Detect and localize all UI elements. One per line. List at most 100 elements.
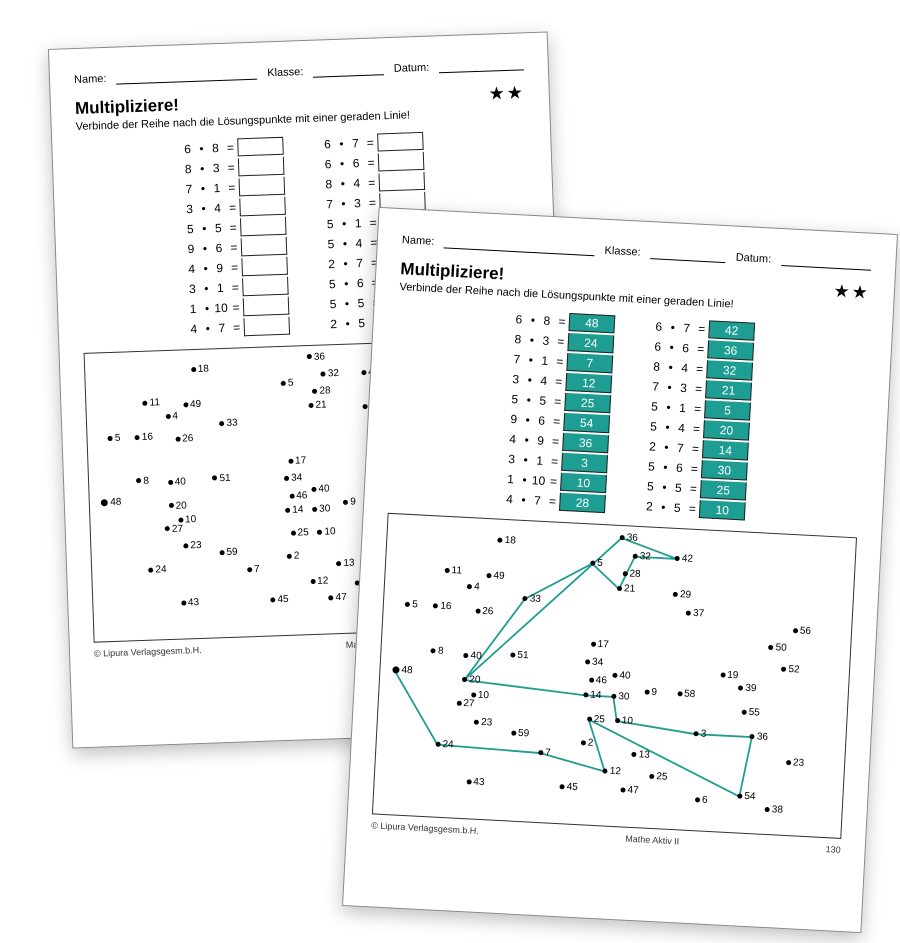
label-datum: Datum: <box>735 252 771 266</box>
answer-box: 10 <box>699 500 746 520</box>
answer-box[interactable] <box>237 137 284 157</box>
equals-sign: = <box>227 240 241 254</box>
label-datum: Datum: <box>394 62 430 75</box>
equals-sign: = <box>688 441 703 456</box>
equals-sign: = <box>364 155 378 169</box>
equation-row: 4•7=28 <box>501 489 606 514</box>
mult-dot-icon: • <box>520 433 533 448</box>
footer-copyright: © Lipura Verlagsgesm.b.H. <box>371 820 479 836</box>
operand-a: 9 <box>505 412 522 427</box>
difficulty-stars-icon: ★★ <box>833 281 870 304</box>
dot-point: 34 <box>585 656 604 668</box>
worksheet-page-solved: Name: Klasse: Datum: Multipliziere! ★★ V… <box>342 207 898 933</box>
operand-a: 8 <box>321 177 337 192</box>
equals-sign: = <box>545 494 560 509</box>
answer-box[interactable] <box>238 157 285 177</box>
mult-dot-icon: • <box>337 197 349 211</box>
operand-a: 6 <box>650 319 667 334</box>
operand-a: 5 <box>322 217 338 232</box>
operand-a: 3 <box>507 372 524 387</box>
equals-sign: = <box>550 394 565 409</box>
answer-box[interactable] <box>378 172 425 192</box>
answer-box[interactable] <box>377 132 424 152</box>
operand-b: 1 <box>212 281 228 296</box>
equals-sign: = <box>690 401 705 416</box>
answer-box: 36 <box>707 340 754 360</box>
dot-point: 3 <box>693 728 706 740</box>
operand-b: 5 <box>353 296 369 311</box>
operand-a: 5 <box>643 459 660 474</box>
mult-dot-icon: • <box>201 301 213 315</box>
answer-box: 7 <box>566 353 613 373</box>
operand-b: 8 <box>207 141 223 156</box>
equals-sign: = <box>228 280 242 294</box>
answer-box[interactable] <box>242 277 289 297</box>
field-name[interactable] <box>116 65 257 85</box>
mult-dot-icon: • <box>336 157 348 171</box>
field-name[interactable] <box>444 233 595 256</box>
answer-box[interactable] <box>243 297 290 317</box>
operand-b: 10 <box>213 301 229 316</box>
label-klasse: Klasse: <box>267 66 303 79</box>
dot-point: 51 <box>212 472 230 484</box>
header-fields: Name: Klasse: Datum: <box>74 55 524 86</box>
mult-dot-icon: • <box>518 473 531 488</box>
operand-b: 1 <box>350 216 366 231</box>
dot-point: 20 <box>168 500 186 512</box>
operand-b: 6 <box>671 461 688 476</box>
operand-b: 6 <box>211 241 227 256</box>
equals-sign: = <box>685 501 700 516</box>
answer-box[interactable] <box>239 197 286 217</box>
operand-a: 6 <box>320 157 336 172</box>
answer-box[interactable] <box>241 257 288 277</box>
answer-box: 5 <box>704 400 751 420</box>
operand-a: 8 <box>648 359 665 374</box>
dot-point: 54 <box>737 790 756 802</box>
mult-dot-icon: • <box>665 340 678 355</box>
mult-dot-icon: • <box>338 216 350 230</box>
answer-box[interactable] <box>240 217 287 237</box>
answer-box: 25 <box>700 480 747 500</box>
operand-a: 2 <box>323 257 339 272</box>
dot-point: 40 <box>168 477 186 489</box>
equals-sign: = <box>225 200 239 214</box>
dot-point: 40 <box>311 483 329 495</box>
dot-point: 9 <box>343 497 356 508</box>
operand-b: 4 <box>349 176 365 191</box>
connect-dots-area: 1811494516263384051482010272359247434536… <box>372 513 857 839</box>
field-datum[interactable] <box>439 55 524 73</box>
dot-point: 16 <box>135 432 153 444</box>
operand-b: 10 <box>530 473 547 488</box>
mult-dot-icon: • <box>196 161 208 175</box>
field-klasse[interactable] <box>650 244 726 263</box>
operand-b: 3 <box>538 333 555 348</box>
operand-a: 1 <box>185 302 201 317</box>
dot-point: 19 <box>720 669 739 681</box>
answer-box[interactable] <box>243 317 290 337</box>
dot-point: 23 <box>183 540 201 552</box>
answer-box[interactable] <box>378 152 425 172</box>
equals-sign: = <box>365 195 379 209</box>
equals-sign: = <box>548 434 563 449</box>
operand-a: 3 <box>503 452 520 467</box>
field-datum[interactable] <box>781 251 872 271</box>
dot-point: 2 <box>581 737 594 749</box>
dot-point: 16 <box>433 600 452 612</box>
operand-a: 6 <box>511 312 528 327</box>
dot-point: 4 <box>165 411 178 422</box>
answer-box[interactable] <box>239 177 286 197</box>
dot-point: 23 <box>786 757 805 769</box>
equals-sign: = <box>230 320 244 334</box>
mult-dot-icon: • <box>659 460 672 475</box>
operand-a: 5 <box>642 479 659 494</box>
equals-sign: = <box>547 454 562 469</box>
dot-point: 27 <box>456 698 475 710</box>
mult-dot-icon: • <box>202 321 214 335</box>
dot-point: 30 <box>312 504 330 516</box>
field-klasse[interactable] <box>313 60 384 77</box>
equals-sign: = <box>686 481 701 496</box>
answer-box[interactable] <box>241 237 288 257</box>
dot-point: 51 <box>510 649 529 661</box>
label-klasse: Klasse: <box>604 245 641 259</box>
equals-sign: = <box>555 314 570 329</box>
